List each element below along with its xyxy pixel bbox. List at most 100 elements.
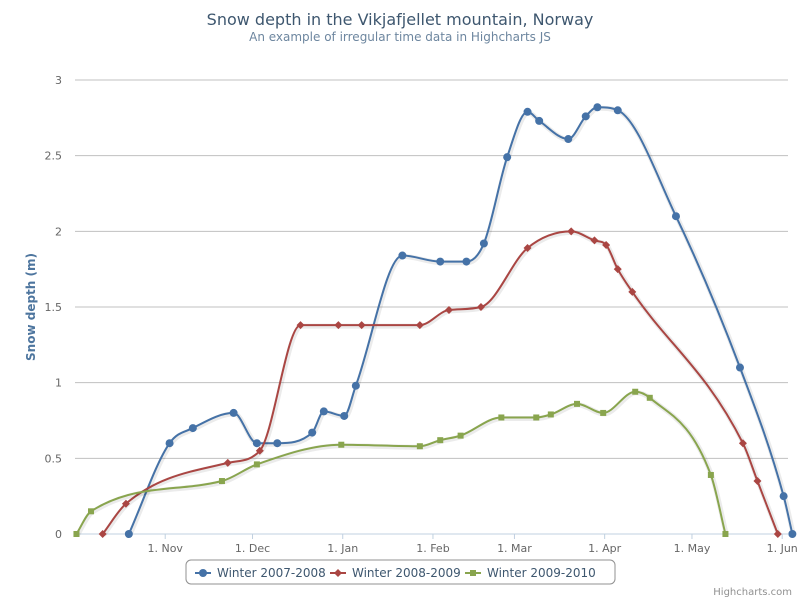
series-3 — [73, 388, 729, 537]
data-point — [779, 492, 788, 501]
data-point — [73, 531, 80, 537]
y-tick-label: 2 — [55, 225, 62, 238]
data-point — [223, 458, 232, 467]
series-group — [73, 103, 797, 538]
data-point — [340, 411, 349, 420]
data-point — [479, 239, 488, 248]
data-point — [437, 437, 444, 444]
x-tick-label: 1. Feb — [416, 542, 449, 555]
data-point — [503, 153, 512, 162]
data-point — [88, 508, 95, 515]
legend-label: Winter 2009-2010 — [487, 566, 596, 580]
data-point — [444, 306, 453, 315]
data-point — [338, 441, 345, 448]
data-point — [602, 240, 611, 249]
y-tick-label: 2.5 — [45, 150, 63, 163]
data-point — [462, 257, 471, 266]
legend-label: Winter 2008-2009 — [352, 566, 461, 580]
legend-box — [185, 559, 616, 585]
data-point — [273, 439, 282, 448]
legend-label: Winter 2007-2008 — [217, 566, 326, 580]
data-point — [773, 530, 782, 538]
data-point — [398, 251, 407, 260]
chart-subtitle: An example of irregular time data in Hig… — [249, 30, 551, 44]
legend-item[interactable]: Winter 2007-2008 — [195, 566, 326, 580]
chart-title: Snow depth in the Vikjafjellet mountain,… — [207, 10, 594, 29]
data-point — [351, 381, 360, 390]
data-point — [98, 530, 107, 538]
data-point — [121, 499, 130, 508]
legend-marker — [199, 569, 207, 577]
data-point — [632, 388, 639, 395]
data-point — [188, 424, 197, 433]
data-point — [735, 363, 744, 372]
data-point — [574, 400, 581, 407]
y-tick-label: 1 — [55, 377, 62, 390]
series-2 — [98, 227, 782, 538]
data-point — [613, 106, 622, 115]
gridlines — [75, 79, 788, 459]
data-point — [590, 236, 599, 245]
x-axis-ticks: 1. Nov 1. Dec 1. Jan 1. Feb 1. Mar 1. Apr 1. M… — [147, 534, 798, 555]
data-point — [218, 478, 225, 485]
y-tick-label: 0 — [55, 528, 62, 541]
data-point — [498, 414, 505, 421]
data-point — [457, 432, 464, 439]
data-point — [476, 303, 485, 311]
x-tick-label: 1. May — [674, 542, 711, 555]
data-point — [229, 408, 238, 417]
data-point — [753, 477, 762, 486]
data-point — [415, 321, 424, 330]
data-point — [788, 530, 797, 538]
legend-item[interactable]: Winter 2008-2009 — [330, 566, 461, 580]
data-point — [547, 411, 554, 418]
x-tick-label: 1. Jan — [327, 542, 358, 555]
data-point — [296, 321, 305, 330]
series-1 — [124, 103, 797, 538]
data-point — [255, 446, 264, 455]
data-point — [334, 321, 343, 330]
x-tick-label: 1. Dec — [235, 542, 270, 555]
data-point — [416, 443, 423, 450]
legend-item[interactable]: Winter 2009-2010 — [465, 566, 596, 580]
data-point — [319, 407, 328, 416]
data-point — [252, 439, 261, 448]
x-tick-label: 1. Mar — [497, 542, 532, 555]
y-tick-label: 1.5 — [45, 301, 63, 314]
data-point — [165, 439, 174, 448]
data-point — [308, 428, 317, 437]
data-point — [646, 394, 653, 401]
data-point — [722, 531, 729, 537]
data-point — [671, 212, 680, 221]
legend: Winter 2007-2008 Winter 2008-2009 Winter 2… — [185, 559, 616, 585]
data-point — [613, 265, 622, 274]
data-point — [436, 257, 445, 266]
series-line — [75, 390, 727, 535]
data-point — [253, 461, 260, 468]
credits-link[interactable]: Highcharts.com — [713, 587, 792, 598]
data-point — [567, 227, 576, 236]
y-axis-ticks: 0 0.5 1 1.5 2 2.5 3 — [45, 74, 63, 541]
y-tick-label: 0.5 — [45, 452, 63, 465]
data-point — [564, 135, 573, 144]
data-point — [523, 243, 532, 252]
x-tick-label: 1. Apr — [588, 542, 621, 555]
data-point — [600, 409, 607, 416]
x-tick-label: 1. Nov — [147, 542, 183, 555]
x-tick-label: 1. Jun — [767, 542, 798, 555]
data-point — [581, 112, 590, 121]
data-point — [707, 471, 714, 478]
data-point — [738, 439, 747, 448]
data-point — [593, 103, 602, 112]
y-tick-label: 3 — [55, 74, 62, 87]
data-point — [628, 287, 637, 296]
legend-marker — [334, 569, 342, 577]
data-point — [124, 530, 133, 538]
data-point — [535, 116, 544, 125]
data-point — [357, 321, 366, 330]
data-point — [533, 414, 540, 421]
data-point — [523, 107, 532, 116]
